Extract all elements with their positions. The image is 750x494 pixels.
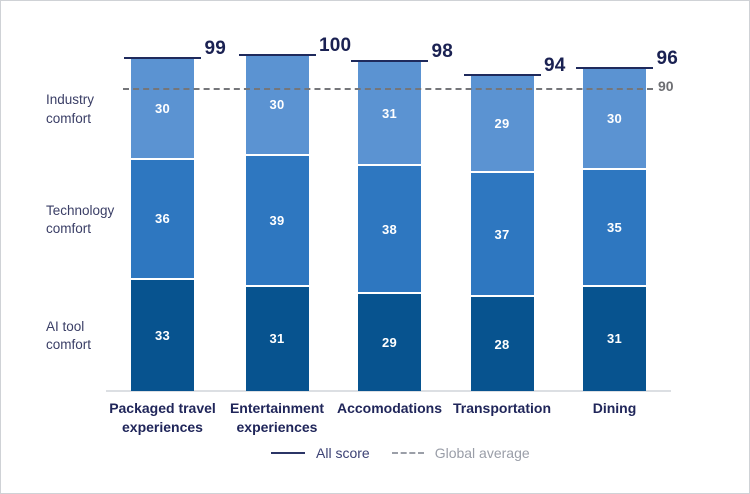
bar-segment: 30 [131,59,194,160]
bar-segment: 31 [583,287,646,391]
solid-line-icon [271,452,305,454]
category-label: Dining [592,400,637,416]
dashed-line-icon [391,452,424,454]
stacked-bar: 30 39 31 [245,55,309,391]
total-score-value: 99 [204,38,227,59]
total-score-value: 96 [656,48,679,70]
category-label: Transportation [452,400,551,416]
bar-segment: 33 [131,280,194,391]
total-score-value: 94 [544,54,566,76]
stacked-bar: 30 35 31 [583,69,646,391]
legend: All score Global average [271,445,530,461]
row-label: Industry comfort [46,92,95,126]
bar-segment: 31 [358,62,421,167]
total-score-value: 98 [431,41,454,63]
bar-segment: 29 [470,75,534,174]
bar-segment: 29 [358,293,421,391]
segment-value: 39 [269,213,285,229]
segment-value: 31 [381,105,398,121]
total-score-line [576,67,653,70]
legend-item-all-score: All score [271,445,370,461]
category-label: Packaged travel experiences [109,400,216,435]
category-label: Accomodations [336,400,442,416]
total-score-line [351,60,428,63]
segment-value: 31 [269,331,285,347]
segment-value: 33 [154,328,171,344]
bar-segment: 30 [583,69,646,170]
legend-label-all-score: All score [316,445,370,461]
segment-value: 29 [494,115,510,131]
bar-segment: 37 [470,173,534,298]
segment-value: 30 [269,97,285,113]
legend-label-global-average: Global average [434,445,530,461]
global-average-value: 90 [658,78,674,95]
row-label: Technology comfort [46,202,115,236]
total-score-value: 100 [319,34,352,56]
segment-value: 30 [606,110,623,126]
bar-segment: 35 [583,169,646,288]
total-score-line [463,73,541,76]
legend-item-global-average: Global average [391,445,530,461]
segment-value: 38 [381,221,398,237]
bar-segment: 36 [131,159,194,281]
segment-value: 35 [606,219,623,235]
stacked-bar: 30 36 33 [131,59,194,391]
bar-segment: 38 [358,166,421,294]
total-score-line [238,53,316,56]
total-score-line [124,57,201,59]
segment-value: 30 [154,100,171,116]
stacked-bar: 29 37 28 [470,75,534,391]
segment-value: 37 [494,226,510,242]
stacked-bar: 31 38 29 [358,62,421,391]
segment-value: 31 [606,331,623,347]
segment-value: 29 [381,334,398,350]
bar-segment: 28 [470,297,534,391]
segment-value: 28 [494,336,510,352]
bar-segment: 30 [245,55,309,157]
row-label: AI tool comfort [46,318,92,352]
bar-segment: 31 [245,287,309,391]
segment-value: 36 [154,211,171,227]
bar-segment: 39 [245,156,309,288]
x-axis-baseline [106,390,671,392]
category-label: Entertainment experiences [229,400,325,435]
global-average-line [123,88,653,91]
